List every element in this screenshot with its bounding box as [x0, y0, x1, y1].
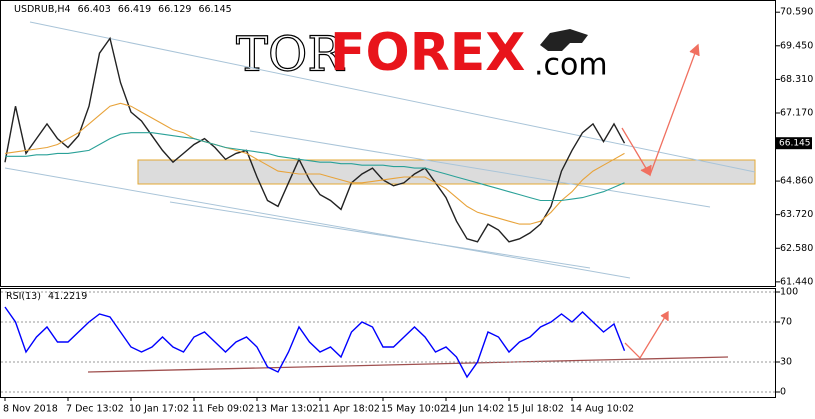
last-price-label: 66.145 — [779, 139, 811, 149]
rsi-value: 41.2219 — [48, 291, 87, 302]
y-tick-label: 0 — [780, 387, 786, 398]
x-tick-label: 7 Dec 13:02 — [66, 404, 124, 415]
rsi-trendline — [87, 356, 729, 373]
series-line — [4, 36, 626, 243]
y-tick-label: 70 — [780, 317, 792, 328]
symbol: USDRUB,H4 — [14, 4, 71, 15]
price-frame — [0, 0, 776, 287]
y-tick-label: 63.720 — [780, 209, 813, 220]
y-tick-label: 30 — [780, 357, 792, 368]
arrow-head — [689, 43, 700, 57]
y-tick-label: 67.170 — [780, 107, 813, 118]
y-tick-label: 68.310 — [780, 74, 813, 85]
forecast-arrows — [621, 43, 700, 360]
watermark-forex: FOREX — [330, 23, 525, 83]
price-header: USDRUB,H4 66.403 66.419 66.129 66.145 — [14, 4, 232, 15]
y-tick-label: 100 — [780, 287, 798, 298]
open: 66.403 — [78, 4, 111, 15]
channel-line — [4, 167, 631, 279]
x-tick-label: 14 Aug 10:02 — [570, 404, 634, 415]
channel-line — [169, 201, 591, 269]
close: 66.145 — [198, 4, 231, 15]
rsi-forecast-path — [624, 311, 669, 360]
support-zone — [137, 159, 756, 185]
x-tick-label: 10 Jan 17:02 — [129, 404, 189, 415]
watermark: TOR FOREX .com — [235, 23, 608, 83]
channel-line — [249, 130, 711, 208]
y-tick-label: 61.440 — [780, 276, 813, 287]
x-tick-label: 11 Feb 09:02 — [192, 404, 254, 415]
y-tick-label: 64.860 — [780, 176, 813, 187]
channel-line — [29, 21, 756, 173]
y-tick-label: 69.450 — [780, 40, 813, 51]
series-line — [4, 306, 626, 379]
x-tick-label: 8 Nov 2018 — [3, 404, 58, 415]
bull-icon — [540, 29, 588, 51]
rsi-title: RSI(13) — [6, 291, 41, 302]
watermark-com: .com — [534, 48, 608, 83]
watermark-tor: TOR — [236, 27, 345, 83]
last-price-box — [776, 137, 812, 150]
rsi-frame — [0, 288, 776, 398]
low: 66.129 — [158, 4, 191, 15]
x-tick-label: 11 Apr 18:02 — [318, 404, 380, 415]
series-line — [5, 132, 625, 202]
x-tick-label: 14 Jun 14:02 — [444, 404, 504, 415]
arrow-head — [660, 310, 669, 321]
arrow-head — [640, 164, 652, 177]
high: 66.419 — [118, 4, 151, 15]
channel-lines — [4, 21, 756, 279]
y-tick-label: 62.580 — [780, 243, 813, 254]
x-tick-label: 15 Jul 18:02 — [507, 404, 564, 415]
x-tick-label: 15 May 10:02 — [381, 404, 446, 415]
x-tick-label: 13 Mar 13:02 — [255, 404, 318, 415]
y-tick-label: 70.590 — [780, 7, 813, 18]
rsi-header: RSI(13) 41.2219 — [6, 291, 87, 302]
series-line — [4, 102, 625, 225]
